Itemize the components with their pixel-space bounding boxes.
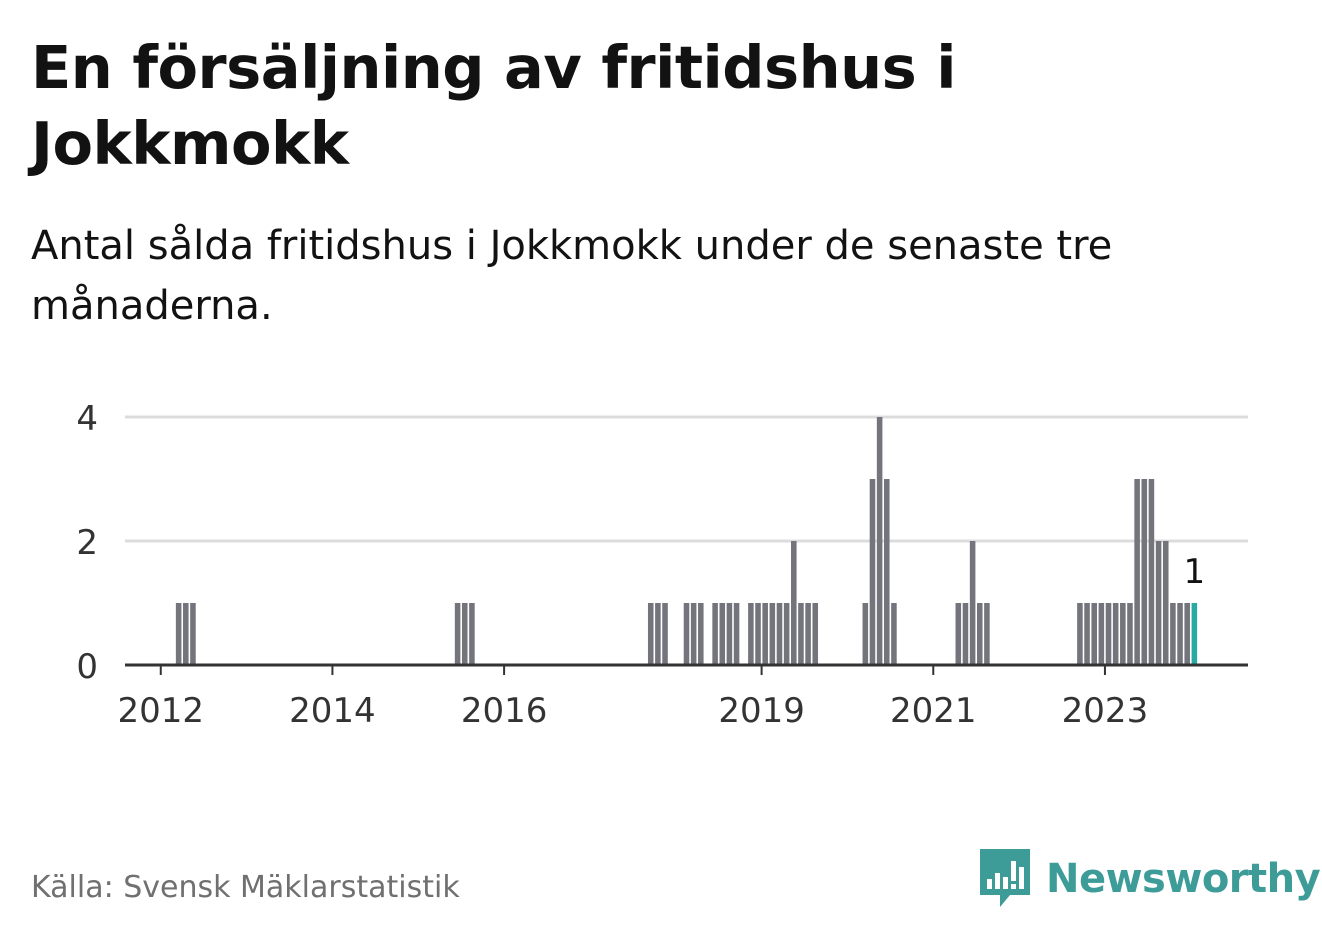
bar	[755, 603, 761, 665]
bar	[791, 541, 797, 665]
bar	[955, 603, 962, 665]
bar	[655, 603, 661, 665]
bar	[1077, 603, 1083, 665]
bar	[662, 603, 668, 665]
bar	[769, 603, 776, 665]
bar	[862, 603, 869, 665]
bar	[884, 479, 890, 665]
bar	[1141, 479, 1148, 665]
brand-name: Newsworthy	[1046, 856, 1321, 902]
newsworthy-brand[interactable]: Newsworthy	[980, 848, 1321, 910]
x-tick-label: 2021	[890, 691, 977, 731]
bar	[969, 541, 976, 665]
x-tick-label: 2016	[461, 691, 548, 731]
bar	[876, 417, 883, 665]
bar	[783, 603, 790, 665]
bar	[647, 603, 654, 665]
bar	[1184, 603, 1190, 665]
bar	[1177, 603, 1183, 665]
bar	[1155, 541, 1162, 665]
axes	[125, 663, 1248, 675]
bar	[1112, 603, 1119, 665]
bar	[719, 603, 726, 665]
bar	[1098, 603, 1105, 665]
bar-chart: 0 2 4 2012 2014 2016 2019 2021 2023 1	[76, 399, 1248, 731]
x-tick-label: 2023	[1062, 691, 1149, 731]
bar	[891, 603, 897, 665]
bar	[762, 603, 768, 665]
gridlines	[125, 415, 1248, 543]
chart-title: En försäljning av fritidshus i Jokkmokk	[31, 33, 957, 178]
newsworthy-logo-icon	[980, 849, 1030, 907]
bar	[1162, 541, 1169, 665]
x-tick-label: 2012	[117, 691, 204, 731]
bar	[1170, 603, 1176, 665]
bar	[984, 603, 990, 665]
y-tick-label: 2	[76, 523, 98, 563]
bar	[726, 603, 733, 665]
bar	[469, 603, 475, 665]
bar	[683, 603, 690, 665]
bar	[690, 603, 697, 665]
bar	[748, 603, 754, 665]
source-note: Källa: Svensk Mäklarstatistik	[31, 870, 460, 905]
bar	[461, 603, 468, 665]
bar	[454, 603, 461, 665]
bar	[1134, 479, 1140, 665]
bar	[175, 603, 182, 665]
bar	[1105, 603, 1112, 665]
bars	[175, 417, 1198, 665]
bar	[962, 603, 969, 665]
bar	[1148, 479, 1155, 665]
y-tick-label: 4	[76, 399, 98, 439]
bar	[698, 603, 704, 665]
data-label: 1	[1184, 552, 1206, 592]
bar	[798, 603, 804, 665]
bar	[190, 603, 196, 665]
x-tick-label: 2019	[718, 691, 805, 731]
bar-highlight	[1191, 603, 1198, 665]
bar	[776, 603, 783, 665]
bar	[1120, 603, 1126, 665]
bar	[1091, 603, 1097, 665]
bar	[812, 603, 819, 665]
bar	[1084, 603, 1090, 665]
y-tick-label: 0	[76, 647, 98, 687]
labels: 0 2 4 2012 2014 2016 2019 2021 2023 1	[76, 399, 1205, 731]
bar	[1127, 603, 1133, 665]
chart-subtitle: Antal sålda fritidshus i Jokkmokk under …	[31, 223, 1113, 329]
bar	[733, 603, 740, 665]
bar	[183, 603, 189, 665]
bar	[869, 479, 876, 665]
x-tick-label: 2014	[289, 691, 376, 731]
bar	[976, 603, 983, 665]
bar	[805, 603, 811, 665]
bar	[712, 603, 718, 665]
